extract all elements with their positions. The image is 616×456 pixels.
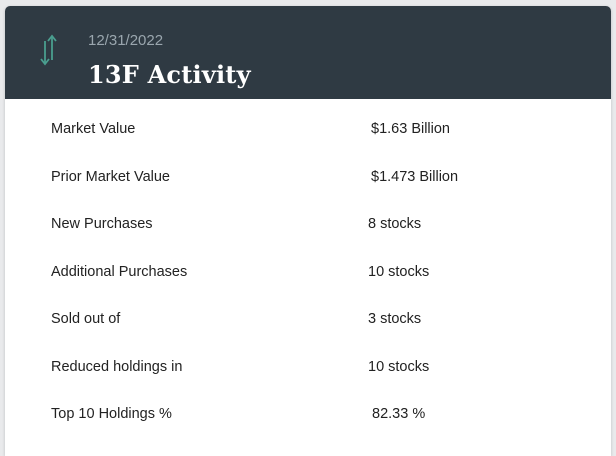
row-value: 10 stocks (368, 263, 430, 280)
row-label: Additional Purchases (51, 263, 188, 280)
13f-activity-card: 12/31/2022 13F Activity Market Value $1.… (5, 6, 611, 456)
up-down-arrows-icon (40, 34, 57, 66)
row-reduced-holdings: Reduced holdings in 10 stocks (5, 337, 611, 385)
row-label: Prior Market Value (51, 168, 170, 185)
row-value: 8 stocks (368, 216, 422, 232)
row-prior-market-value: Prior Market Value $1.473 Billion (5, 147, 611, 195)
activity-list: Market Value $1.63 Billion Prior Market … (5, 99, 611, 432)
row-label: Market Value (51, 121, 136, 137)
row-label: Sold out of (51, 311, 121, 327)
row-value: $1.63 Billion (371, 121, 450, 137)
row-label: New Purchases (51, 216, 153, 232)
row-value: 3 stocks (368, 311, 422, 327)
row-value: 82.33 % (372, 406, 426, 422)
row-market-value: Market Value $1.63 Billion (5, 99, 611, 147)
row-label: Reduced holdings in (51, 358, 183, 375)
row-top-10-holdings: Top 10 Holdings % 82.33 % (5, 384, 611, 432)
row-new-purchases: New Purchases 8 stocks (5, 194, 611, 242)
card-title: 13F Activity (88, 60, 251, 89)
row-value: 10 stocks (368, 358, 430, 375)
row-value: $1.473 Billion (371, 168, 459, 185)
row-label: Top 10 Holdings % (51, 406, 172, 422)
card-header: 12/31/2022 13F Activity (5, 6, 611, 99)
row-additional-purchases: Additional Purchases 10 stocks (5, 242, 611, 290)
row-sold-out-of: Sold out of 3 stocks (5, 289, 611, 337)
report-date: 12/31/2022 (88, 32, 164, 49)
